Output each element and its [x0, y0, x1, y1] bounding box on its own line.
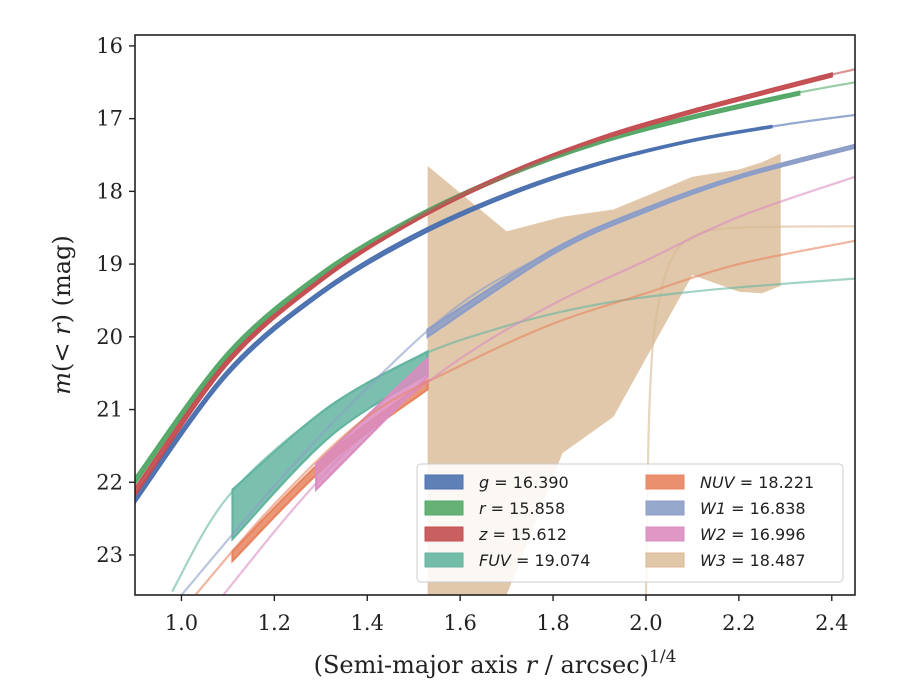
legend-swatch-z: [424, 526, 464, 542]
y-tick-label: 19: [96, 252, 123, 276]
legend-swatch-r: [424, 500, 464, 516]
model-curve-nuv: [194, 239, 855, 595]
y-tick-label: 18: [96, 179, 123, 203]
y-tick-label: 17: [96, 107, 123, 131]
x-tick-label: 2.2: [722, 611, 755, 635]
y-tick-label: 21: [96, 398, 123, 422]
legend-label-nuv: NUV = 18.221: [700, 473, 814, 492]
legend-swatch-fuv: [424, 552, 464, 568]
legend-label-g: g = 16.390: [479, 473, 569, 492]
x-tick-label: 1.4: [351, 611, 384, 635]
legend-box: [416, 463, 844, 583]
model-curve-fuv: [171, 277, 855, 592]
model-curve-w2: [222, 175, 855, 595]
legend-label-w1: W1 = 16.838: [700, 499, 806, 518]
band-nuv: [231, 378, 429, 564]
legend-swatch-w2: [645, 526, 685, 542]
band-w1: [426, 143, 855, 339]
axes: 1.0 1.2 1.4 1.6 1.8 2.0 2.2 2.4 16 17 18 19 20 21 22 23…: [48, 34, 856, 679]
band-w2: [315, 356, 429, 493]
legend-label-r: r = 15.858: [479, 499, 565, 518]
legend-label-w2: W2 = 16.996: [700, 525, 806, 544]
x-tick-label: 2.4: [815, 611, 848, 635]
x-tick-label: 2.0: [629, 611, 662, 635]
band-z: [135, 72, 833, 498]
legend-label-w3: W3 = 18.487: [700, 551, 806, 570]
model-curve-g: [135, 113, 855, 502]
y-tick-label: 16: [96, 34, 123, 58]
x-axis-label: (Semi-major axis r / arcsec)1/4: [314, 647, 677, 679]
x-tick-label: 1.8: [536, 611, 569, 635]
x-tick-label: 1.6: [443, 611, 476, 635]
y-tick-label: 22: [96, 470, 123, 494]
model-curve-z: [135, 68, 855, 494]
x-tick-label: 1.2: [258, 611, 291, 635]
y-tick-label: 20: [96, 325, 123, 349]
band-r: [135, 90, 801, 486]
model-curve-w1: [180, 145, 855, 595]
legend-label-z: z = 15.612: [478, 525, 567, 544]
legend-label-fuv: FUV = 19.074: [479, 551, 590, 570]
legend-swatch-w3: [645, 552, 685, 568]
band-fuv: [231, 349, 429, 542]
legend-swatch-g: [424, 474, 464, 490]
legend-swatch-w1: [645, 500, 685, 516]
x-tick-label: 1.0: [165, 611, 198, 635]
y-tick-label: 23: [96, 543, 123, 567]
legend: g = 16.390 r = 15.858 z = 15.612 FUV = 19.0…: [416, 463, 844, 583]
model-curve-w3: [644, 225, 855, 595]
y-axis-label: m(< r) (mag): [48, 235, 76, 395]
plot-frame: [134, 34, 856, 596]
legend-swatch-nuv: [645, 474, 685, 490]
